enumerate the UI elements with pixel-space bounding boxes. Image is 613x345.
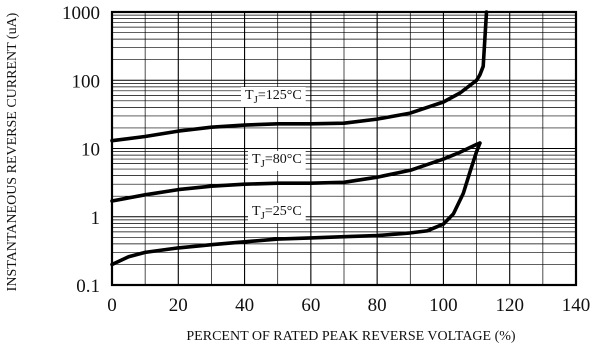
x-tick-label: 80 xyxy=(368,295,387,316)
series-label-main: T xyxy=(252,204,261,219)
y-tick-label: 100 xyxy=(72,71,101,92)
plot-border xyxy=(110,10,578,287)
y-axis-title: INSTANTANEOUS REVERSE CURRENT (uA) xyxy=(5,12,20,291)
series-label-subscript: J xyxy=(261,210,266,222)
series-label-subscript: J xyxy=(261,158,266,170)
series-label-background xyxy=(248,203,306,223)
x-tick-label: 20 xyxy=(169,295,188,316)
series-labels: TJ=125°CTJ=80°CTJ=25°C xyxy=(241,87,306,223)
series-line-1 xyxy=(110,141,482,203)
series-label-background xyxy=(248,151,306,171)
series-label-background xyxy=(241,87,306,107)
series-label-2: TJ=25°C xyxy=(248,203,306,223)
x-tick-label: 100 xyxy=(429,295,458,316)
series-label-1: TJ=80°C xyxy=(248,151,306,171)
series-label-subscript: J xyxy=(254,94,259,106)
series-label-rest: =25°C xyxy=(265,204,302,219)
curves xyxy=(110,10,489,267)
series-label-main: T xyxy=(252,152,261,167)
series-label-text: TJ=80°C xyxy=(252,152,302,170)
x-tick-label: 40 xyxy=(235,295,254,316)
x-tick-label: 140 xyxy=(562,295,591,316)
y-tick-label: 0.1 xyxy=(76,276,100,297)
y-tick-label: 1000 xyxy=(62,3,100,24)
series-line-0 xyxy=(110,10,489,143)
series-label-rest: =80°C xyxy=(265,152,302,167)
x-tick-label: 60 xyxy=(301,295,320,316)
series-label-rest: =125°C xyxy=(258,88,302,103)
plot-frame xyxy=(110,10,578,287)
x-tick-label: 0 xyxy=(107,295,117,316)
y-tick-label: 10 xyxy=(81,140,100,161)
series-label-main: T xyxy=(245,88,254,103)
x-axis-title: PERCENT OF RATED PEAK REVERSE VOLTAGE (%… xyxy=(186,329,516,344)
series-label-text: TJ=25°C xyxy=(252,204,302,222)
x-tick-label: 120 xyxy=(495,295,524,316)
grid xyxy=(111,11,577,286)
tick-labels: 0 20 40 60 80 100 120 140 0.1 1 10 100 1000 xyxy=(62,3,590,316)
y-tick-label: 1 xyxy=(91,208,101,229)
series-label-text: TJ=125°C xyxy=(245,88,302,106)
series-label-0: TJ=125°C xyxy=(241,87,306,107)
series-line-2 xyxy=(110,141,482,267)
